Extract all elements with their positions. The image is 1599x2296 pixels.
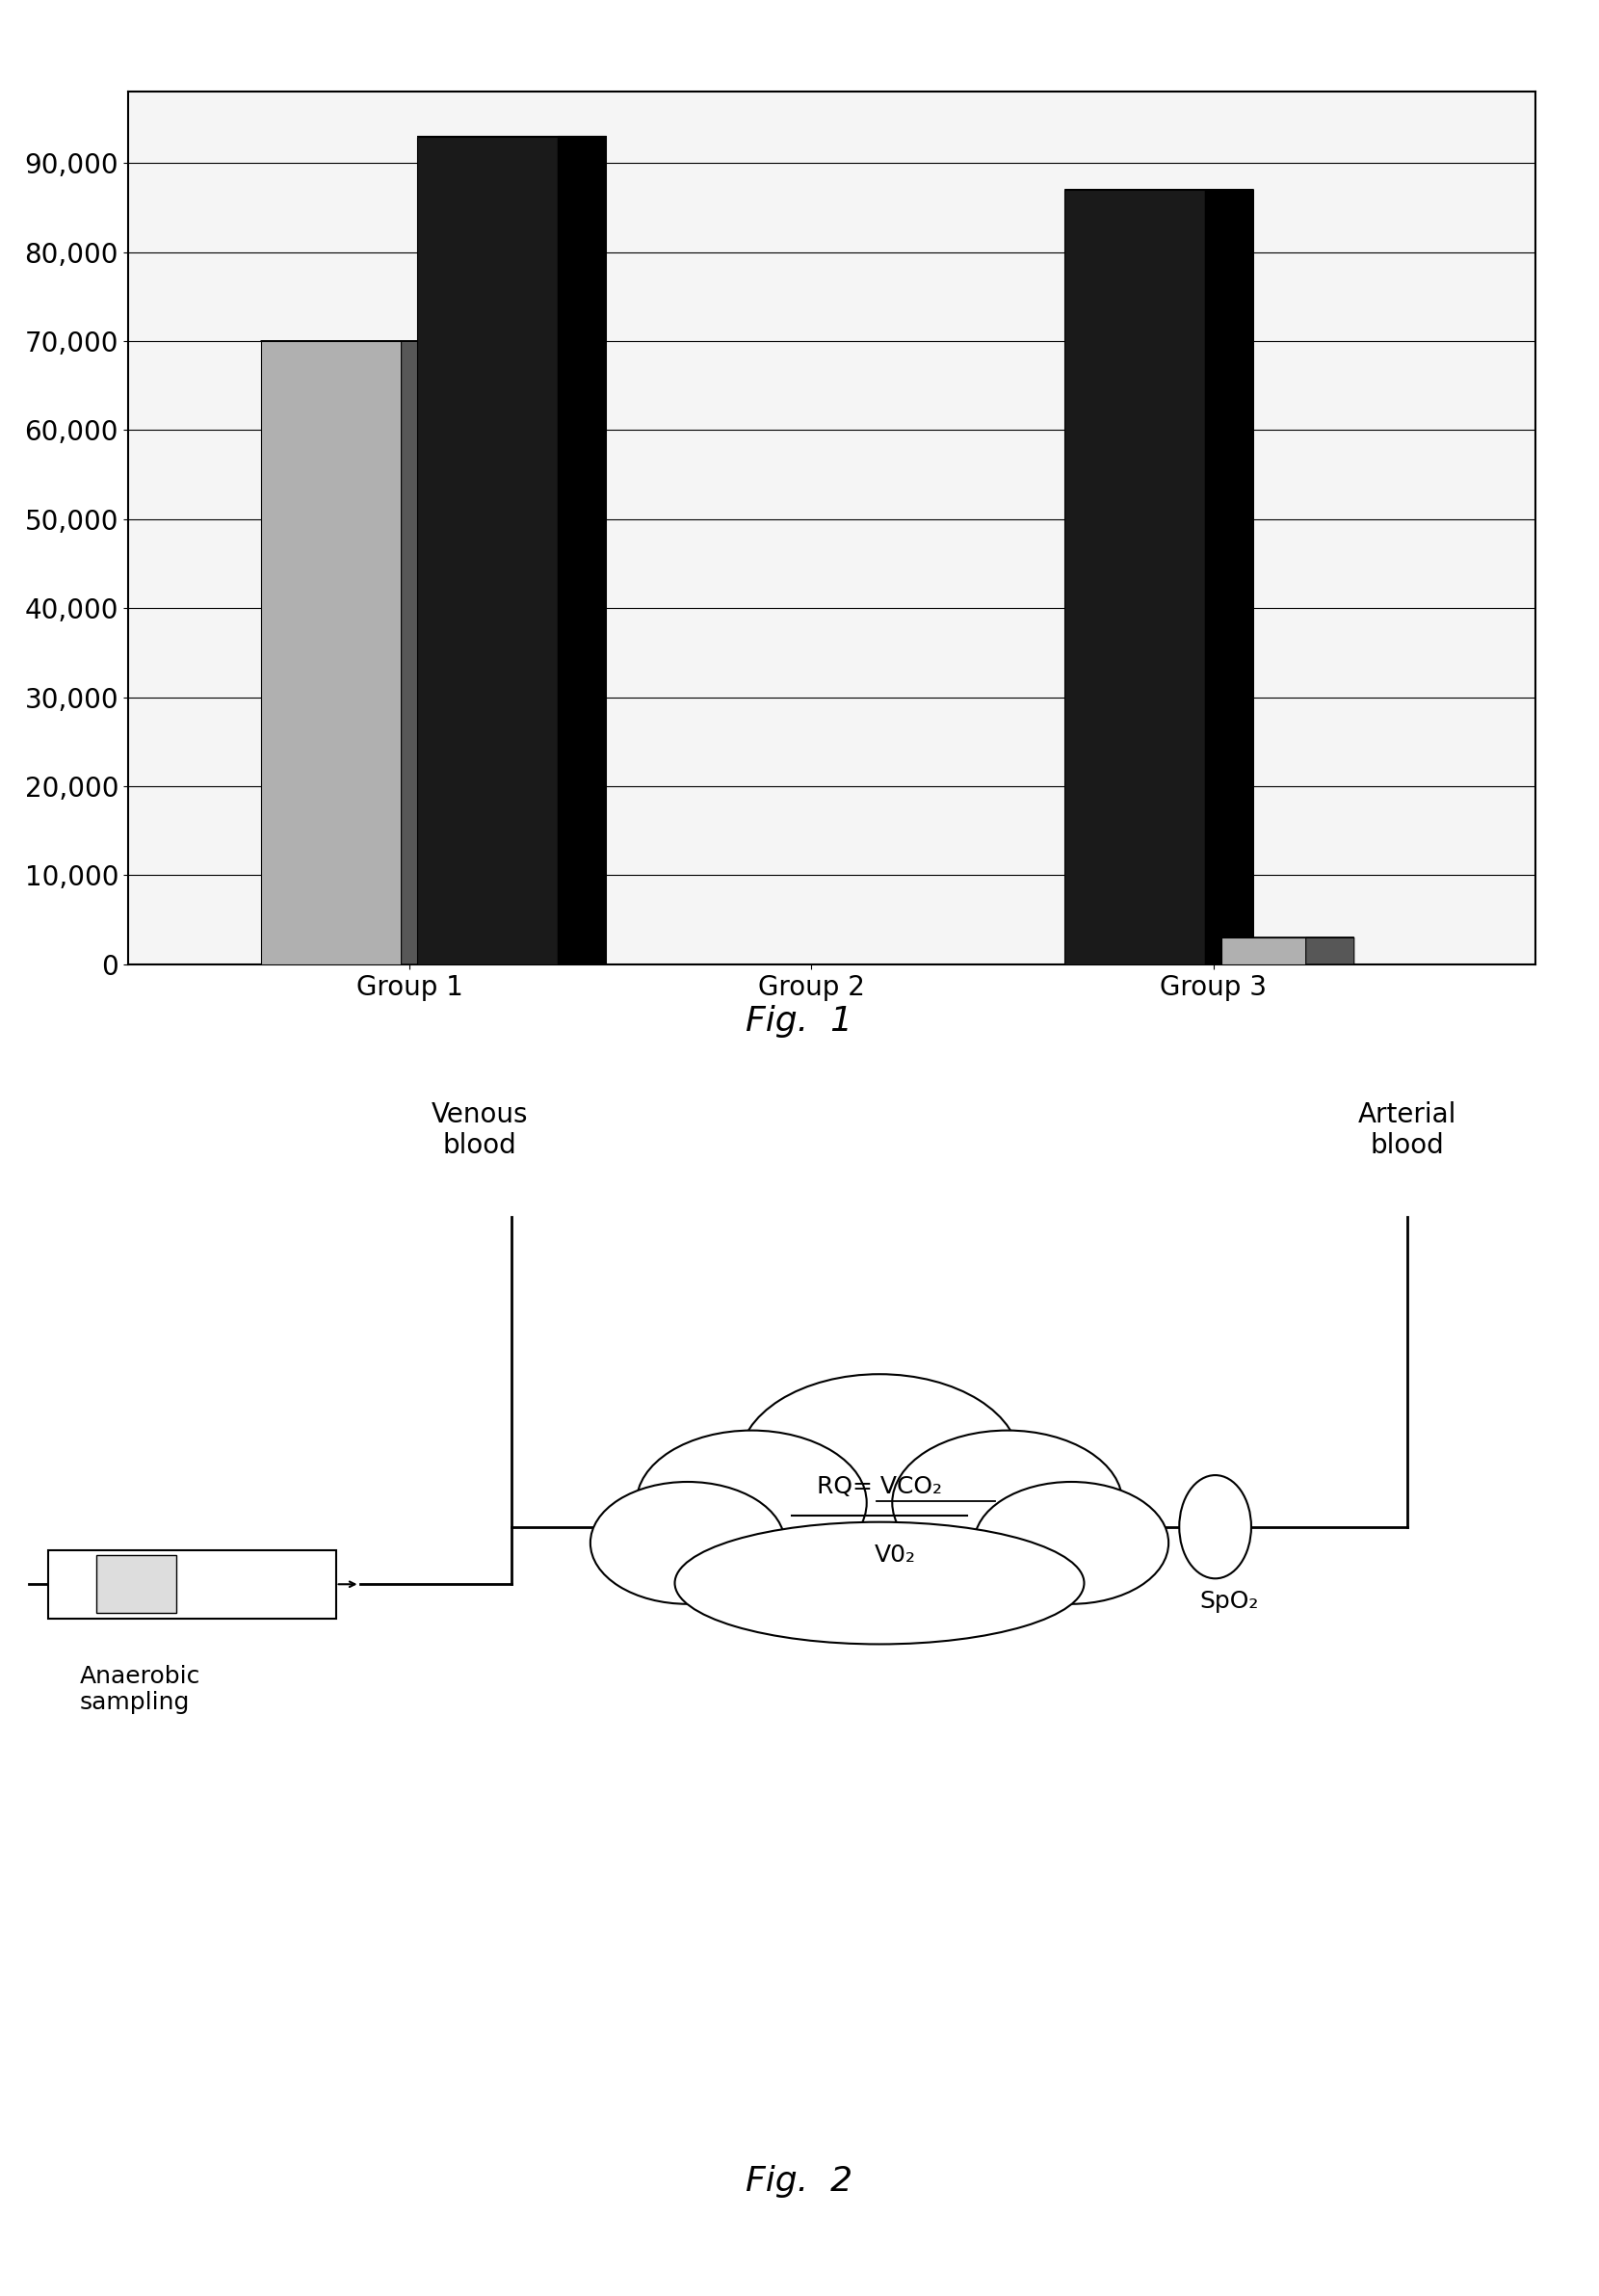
Text: Arterial
blood: Arterial blood bbox=[1358, 1102, 1457, 1159]
Ellipse shape bbox=[590, 1481, 785, 1605]
Polygon shape bbox=[1206, 191, 1254, 964]
Ellipse shape bbox=[636, 1430, 867, 1575]
Text: Fig.  1: Fig. 1 bbox=[747, 1006, 852, 1038]
Polygon shape bbox=[261, 342, 401, 964]
Ellipse shape bbox=[739, 1373, 1020, 1552]
FancyBboxPatch shape bbox=[48, 1550, 336, 1619]
Polygon shape bbox=[1065, 191, 1206, 964]
Polygon shape bbox=[417, 135, 558, 964]
FancyBboxPatch shape bbox=[96, 1557, 176, 1612]
Text: RQ= VCO₂: RQ= VCO₂ bbox=[817, 1474, 942, 1499]
Polygon shape bbox=[401, 342, 449, 964]
Text: Venous
blood: Venous blood bbox=[432, 1102, 528, 1159]
Ellipse shape bbox=[1180, 1476, 1250, 1580]
Text: Fig.  2: Fig. 2 bbox=[747, 2165, 852, 2197]
Text: Anaerobic
sampling: Anaerobic sampling bbox=[80, 1665, 201, 1715]
Polygon shape bbox=[1222, 937, 1306, 964]
Ellipse shape bbox=[974, 1481, 1169, 1605]
Polygon shape bbox=[1306, 937, 1354, 964]
Ellipse shape bbox=[892, 1430, 1122, 1575]
Polygon shape bbox=[558, 135, 606, 964]
Text: SpO₂: SpO₂ bbox=[1199, 1589, 1258, 1614]
Text: V0₂: V0₂ bbox=[875, 1543, 916, 1568]
Ellipse shape bbox=[675, 1522, 1084, 1644]
